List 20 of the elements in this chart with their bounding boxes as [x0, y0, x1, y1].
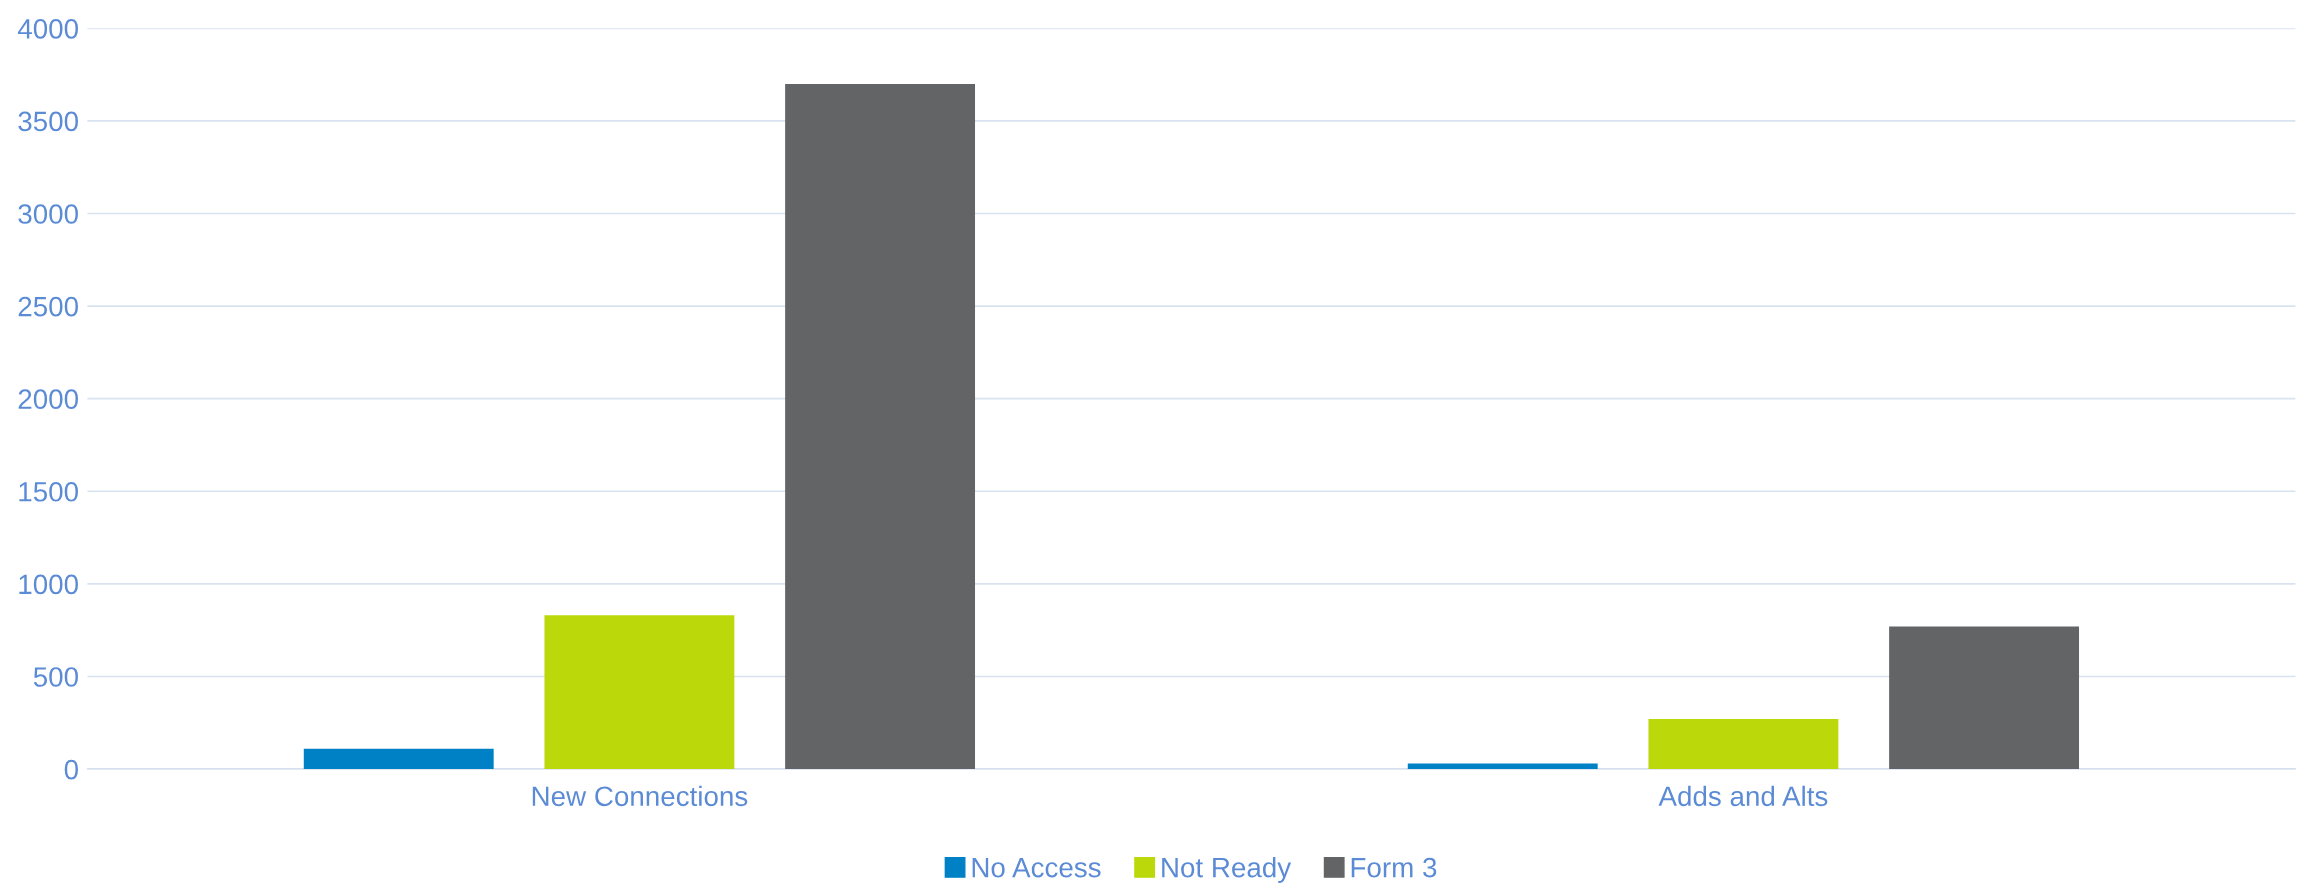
y-tick-label: 3000	[18, 204, 78, 224]
y-tick-label: 2500	[18, 296, 78, 317]
bar	[1407, 763, 1598, 770]
y-tick-label: 0	[64, 759, 78, 780]
legend-label: Form 3	[1351, 857, 1437, 878]
bar	[544, 615, 735, 770]
legend-label: No Access	[972, 858, 1101, 878]
y-tick-label: 3500	[18, 111, 78, 132]
y-tick-label: 1500	[19, 481, 78, 502]
legend-label: Not Ready	[1162, 857, 1292, 883]
bar	[1648, 719, 1839, 770]
y-tick-label: 2000	[18, 389, 78, 410]
bar	[785, 83, 976, 770]
x-tick-label: New Connections	[532, 785, 748, 807]
y-tick-label: 1000	[19, 574, 78, 595]
y-tick-label: 500	[33, 667, 78, 687]
y-tick-label: 4000	[17, 18, 78, 39]
bar	[303, 748, 494, 770]
bar	[1889, 626, 2080, 770]
x-tick-label: Adds and Alts	[1658, 785, 1828, 807]
